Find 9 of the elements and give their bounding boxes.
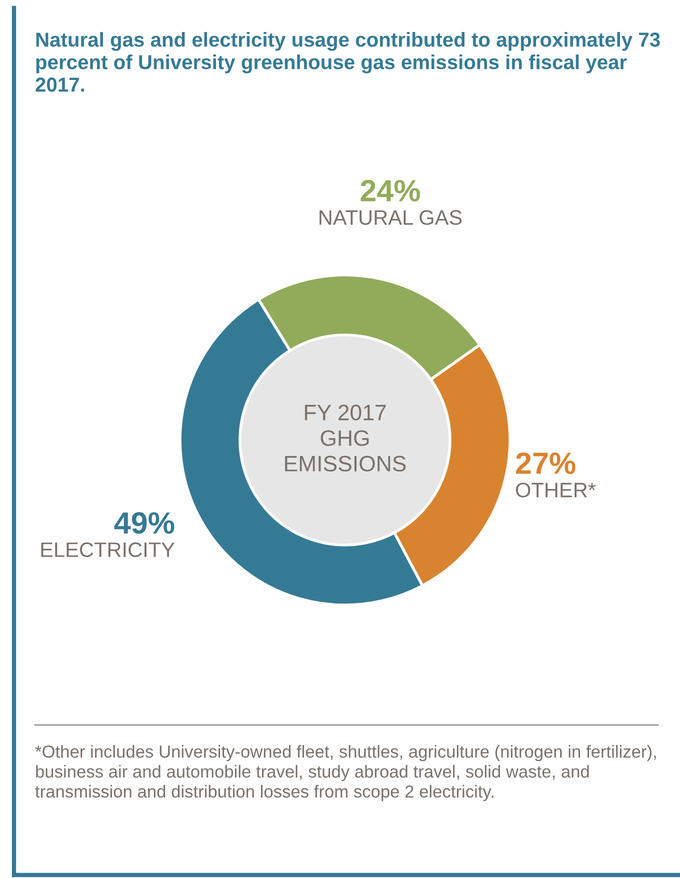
chart-title: Natural gas and electricity usage contributed to approximately 73 percent of University greenhouse gas emissions in fiscal year 2017. xyxy=(36,32,660,92)
slice-label: OTHER* xyxy=(516,482,596,498)
text: FY 2017 GHG EMISSIONS xyxy=(285,404,406,472)
slice-label: NATURAL GAS xyxy=(320,210,462,225)
data-label: 24% xyxy=(360,180,420,202)
data-label: 49% xyxy=(114,512,174,534)
slice-label: ELECTRICITY xyxy=(41,542,175,558)
text: *Other includes University-owned fleet, shuttles, agriculture (nitrogen in fertilizer), business air and automobile travel, study abroad travel, solid waste, and transmission and distribution losses from scope 2 electricity. xyxy=(35,745,656,802)
data-label: 27% xyxy=(516,452,576,474)
